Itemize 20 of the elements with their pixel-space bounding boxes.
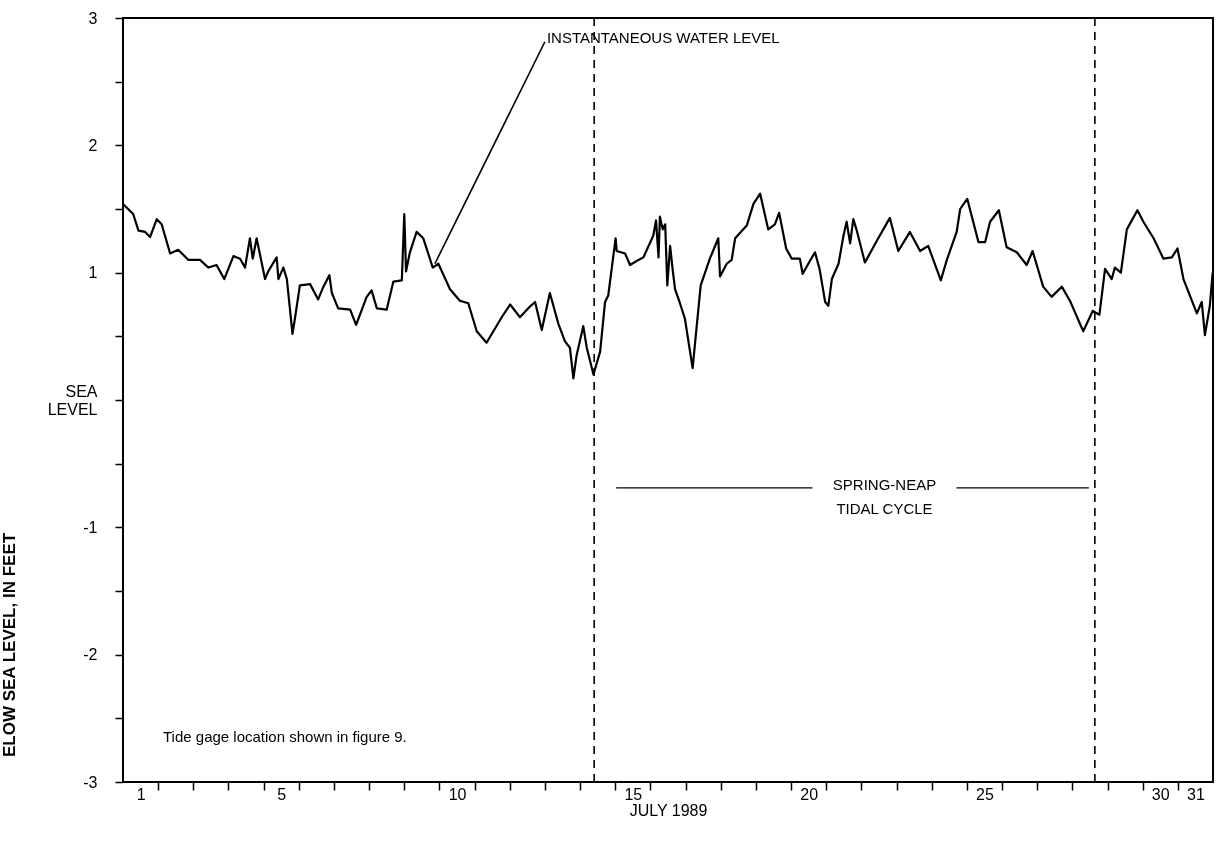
y-tick-label: 1 [88, 264, 98, 282]
x-tick-label: 1 [136, 785, 146, 803]
x-axis-title: JULY 1989 [629, 801, 708, 819]
annotation: Tide gage location shown in figure 9. [163, 728, 407, 745]
y-tick-label: -2 [83, 646, 98, 664]
y-tick-label: 3 [88, 9, 98, 27]
y-tick-label: -3 [83, 773, 98, 791]
y-axis-title: ELOW SEA LEVEL, IN FEET [0, 532, 19, 758]
x-tick-label: 31 [1187, 785, 1205, 803]
y-tick-label: 2 [88, 136, 98, 154]
x-tick-label: 15 [624, 785, 643, 803]
x-tick-label: 30 [1151, 785, 1170, 803]
y-tick-label: -1 [83, 518, 98, 536]
y-tick-label: SEA LEVEL [47, 382, 98, 418]
annotation: INSTANTANEOUS WATER LEVEL [546, 28, 780, 46]
annotation: SPRING-NEAP TIDAL CYCLE [832, 475, 937, 517]
x-tick-label: 20 [800, 785, 819, 803]
x-tick-label: 25 [976, 785, 994, 803]
x-tick-label: 10 [448, 785, 467, 803]
x-tick-label: 5 [277, 785, 287, 803]
